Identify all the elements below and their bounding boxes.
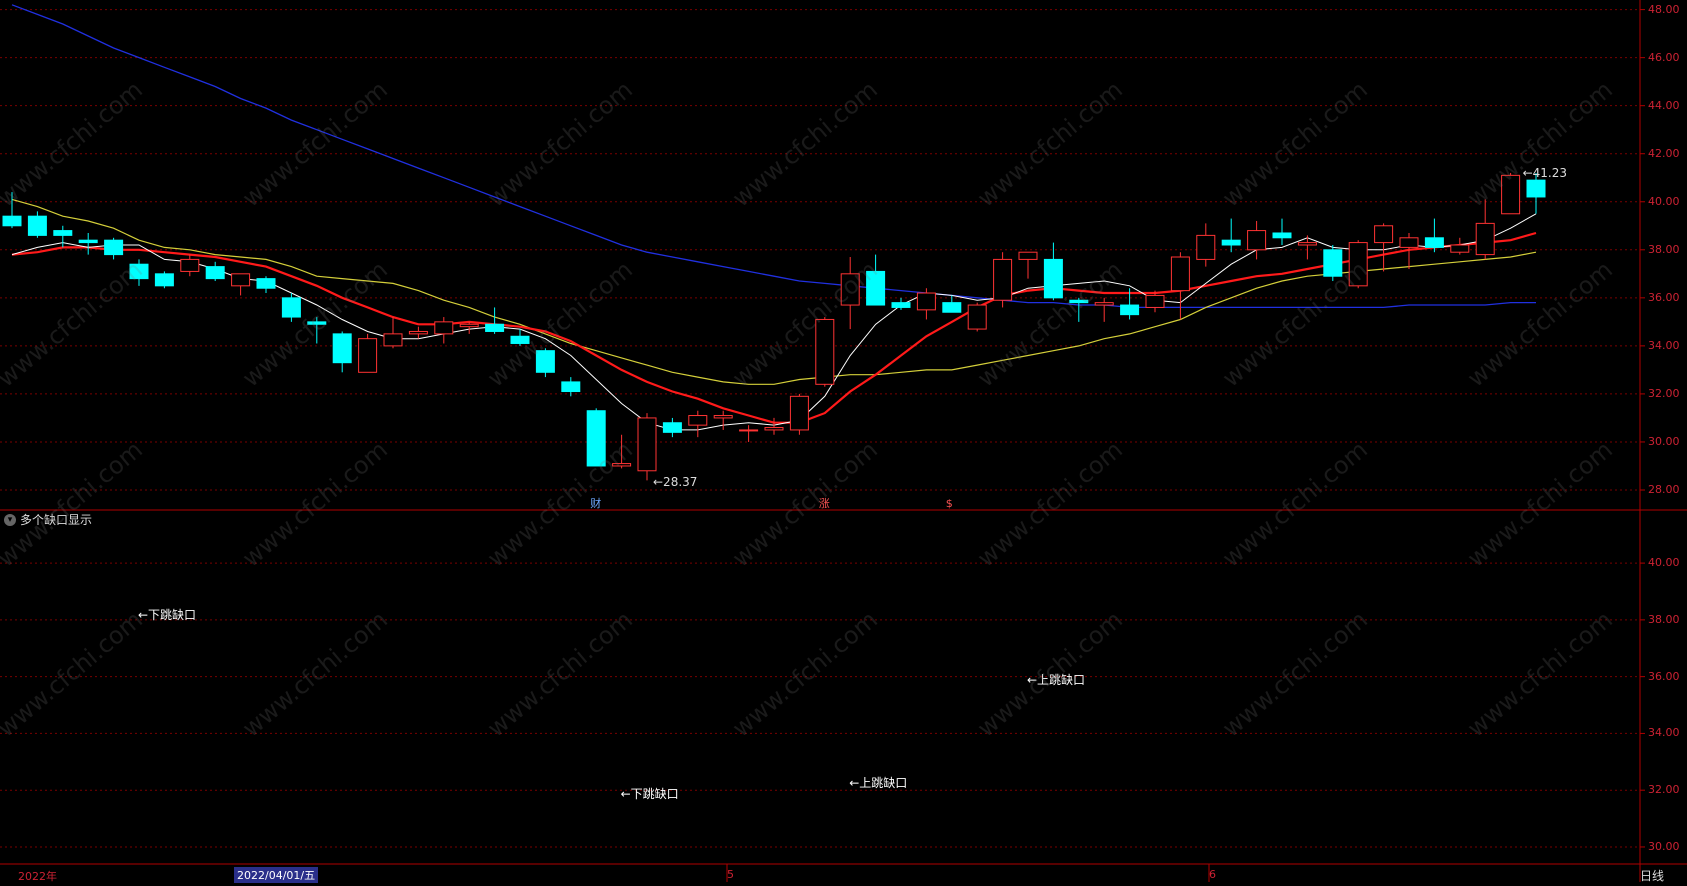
price-tick-label: 36.00 xyxy=(1648,290,1680,304)
candle-down xyxy=(1069,299,1089,304)
candle-down xyxy=(891,302,911,308)
gap-label: ←下跳缺口 xyxy=(620,787,679,802)
gap-label: ←上跳缺口 xyxy=(1027,673,1086,688)
price-tick-label: 40.00 xyxy=(1648,194,1680,208)
candle-down xyxy=(27,215,47,236)
candle-up xyxy=(1450,244,1470,253)
candle-up xyxy=(713,415,733,419)
indicator-tick-label: 30.00 xyxy=(1648,839,1680,853)
candle-down xyxy=(662,422,682,433)
candle-down xyxy=(485,323,505,332)
candle-up xyxy=(688,415,708,426)
candle-down xyxy=(510,335,530,344)
candle-up xyxy=(1399,237,1419,248)
candle-down xyxy=(205,266,225,280)
candle-up xyxy=(383,333,403,347)
low-price-label: ←28.37 xyxy=(653,475,697,489)
ma60-line xyxy=(11,4,1536,309)
candle-up xyxy=(967,304,987,330)
candle-up xyxy=(1297,242,1317,246)
candle-up xyxy=(1348,242,1368,287)
candle-up xyxy=(840,273,860,306)
candle-up xyxy=(1475,222,1495,256)
price-tick-label: 42.00 xyxy=(1648,146,1680,160)
candle-up xyxy=(637,417,657,472)
event-marker: 涨 xyxy=(819,497,830,510)
candle-down xyxy=(104,239,124,256)
price-tick-label: 28.00 xyxy=(1648,482,1680,496)
candle-up xyxy=(1094,302,1114,306)
candle-down xyxy=(535,350,555,373)
candle-up xyxy=(916,292,936,311)
candle-down xyxy=(1221,239,1241,246)
candle-down xyxy=(53,230,73,236)
candle-down xyxy=(1526,179,1546,198)
period-selector[interactable]: 日线 xyxy=(1640,869,1665,883)
indicator-tick-label: 32.00 xyxy=(1648,783,1680,797)
gap-label: ←下跳缺口 xyxy=(138,608,197,623)
ma20-line xyxy=(11,198,1537,385)
price-tick-label: 48.00 xyxy=(1648,2,1680,16)
candle-up xyxy=(1018,251,1038,260)
candle-up xyxy=(180,258,200,272)
x-year-label: 2022年 xyxy=(18,870,57,883)
indicator-tick-label: 36.00 xyxy=(1648,669,1680,683)
candle-up xyxy=(1145,294,1165,308)
candle-down xyxy=(866,270,886,306)
candle-up xyxy=(408,330,428,335)
candle-up xyxy=(1247,230,1267,251)
candle-down xyxy=(586,410,606,467)
candle-down xyxy=(129,263,149,280)
event-marker: $ xyxy=(946,497,953,510)
candle-down xyxy=(2,215,22,227)
indicator-panel-label[interactable]: ▾ 多个缺口显示 xyxy=(4,511,92,528)
indicator-tick-label: 38.00 xyxy=(1648,612,1680,626)
candle-up xyxy=(1501,174,1521,215)
candle-up xyxy=(764,427,784,431)
candle-up xyxy=(1374,225,1394,244)
candle-up xyxy=(612,463,632,467)
price-tick-label: 46.00 xyxy=(1648,50,1680,64)
event-marker: 财 xyxy=(590,496,601,510)
x-month-label-6: 6 xyxy=(1209,868,1216,881)
candle-down xyxy=(1043,258,1063,299)
candle-down xyxy=(78,239,98,244)
candle-up xyxy=(789,395,809,431)
candle-down xyxy=(1424,237,1444,248)
candle-down xyxy=(332,333,352,364)
price-tick-label: 38.00 xyxy=(1648,242,1680,256)
candle-down xyxy=(1323,249,1343,277)
candle-up xyxy=(231,273,251,287)
indicator-name: 多个缺口显示 xyxy=(20,513,93,527)
price-tick-label: 30.00 xyxy=(1648,434,1680,448)
candle-up xyxy=(358,338,378,373)
candle-down xyxy=(942,302,962,313)
candle-down xyxy=(154,273,174,287)
candle-down xyxy=(1272,232,1292,239)
candle-down xyxy=(1120,304,1140,316)
price-tick-label: 44.00 xyxy=(1648,98,1680,112)
candle-up xyxy=(459,323,479,328)
cursor-date-tag: 2022/04/01/五 xyxy=(234,867,319,883)
indicator-tick-label: 34.00 xyxy=(1648,726,1680,740)
candle-down xyxy=(281,297,301,318)
indicator-tick-label: 40.00 xyxy=(1648,556,1680,570)
high-price-label: ←41.23 xyxy=(1523,166,1567,180)
gap-label: ←上跳缺口 xyxy=(849,775,908,790)
candle-down xyxy=(256,278,276,289)
candle-up xyxy=(434,321,454,335)
candle-up xyxy=(1170,256,1190,292)
price-tick-label: 32.00 xyxy=(1648,386,1680,400)
candle-up xyxy=(1196,234,1216,260)
candle-up xyxy=(993,258,1013,301)
price-tick-label: 34.00 xyxy=(1648,338,1680,352)
candle-down xyxy=(561,381,581,393)
x-month-label-5: 5 xyxy=(727,868,734,881)
candle-up xyxy=(739,429,759,432)
collapse-icon[interactable]: ▾ xyxy=(4,513,16,526)
candle-down xyxy=(307,321,327,325)
candle-up xyxy=(815,318,835,385)
